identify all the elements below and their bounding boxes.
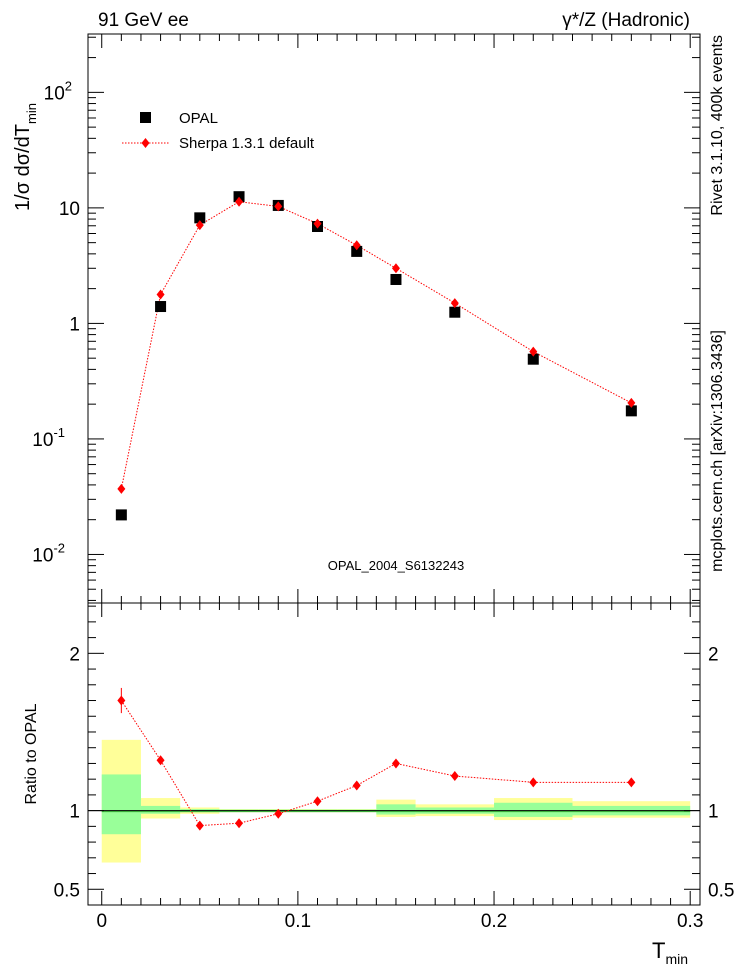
ratio-band-inner xyxy=(140,805,181,814)
main-ylabel-sub: min xyxy=(24,103,39,124)
sherpa-point xyxy=(627,397,636,408)
ratio-sherpa-point xyxy=(391,758,400,769)
xlabel-sub: min xyxy=(665,951,688,967)
main-ytick-mantissa: 10 xyxy=(32,430,53,451)
sherpa-point xyxy=(450,298,459,309)
ratio-ytick-label-left: 2 xyxy=(69,644,80,665)
ratio-sherpa-point xyxy=(313,796,322,807)
ratio-ytick-label-right: 2 xyxy=(708,644,719,665)
main-ytick-exponent: -2 xyxy=(53,540,65,555)
ratio-frame xyxy=(87,602,701,906)
ratio-sherpa-point xyxy=(235,818,244,829)
xtick-label: 0.2 xyxy=(481,911,507,932)
opal-point xyxy=(233,191,245,203)
svg-text:1/σ dσ/dTmin: 1/σ dσ/dTmin xyxy=(12,103,39,211)
sherpa-point xyxy=(313,218,322,229)
ratio-sherpa-point xyxy=(117,695,126,706)
opal-point xyxy=(351,245,363,257)
sherpa-point xyxy=(235,196,244,207)
main-ytick-label: 102 xyxy=(44,78,72,104)
ratio-sherpa-point xyxy=(627,777,636,788)
ratio-band-inner xyxy=(376,804,416,815)
ratio-band-inner xyxy=(101,774,141,835)
sherpa-point xyxy=(156,289,165,300)
main-ytick-exponent: 2 xyxy=(65,78,72,93)
opal-point xyxy=(625,405,637,417)
source-label: mcplots.cern.ch [arXiv:1306.3436] xyxy=(709,330,726,572)
sherpa-point xyxy=(274,201,283,212)
ratio-band-inner xyxy=(494,802,573,817)
main-ylabel-text: 1/σ dσ/dT xyxy=(12,124,34,211)
legend-label-sherpa: Sherpa 1.3.1 default xyxy=(179,135,315,152)
ratio-ytick-label-right: 0.5 xyxy=(708,880,734,901)
ratio-ytick-label-left: 1 xyxy=(69,802,80,823)
ratio-sherpa-point xyxy=(450,771,459,782)
ratio-sherpa-point xyxy=(529,777,538,788)
opal-point xyxy=(527,353,539,365)
xlabel: Tmin xyxy=(652,938,688,967)
header-left: 91 GeV ee xyxy=(98,10,189,31)
xtick-label: 0.3 xyxy=(677,911,703,932)
xlabel-text: T xyxy=(652,938,665,963)
ratio-ylabel: Ratio to OPAL xyxy=(23,703,40,804)
sherpa-point xyxy=(391,263,400,274)
sherpa-line xyxy=(120,201,632,489)
opal-point xyxy=(115,509,127,521)
sherpa-point xyxy=(195,220,204,231)
rivet-version-label: Rivet 3.1.10, 400k events xyxy=(709,35,726,216)
opal-point xyxy=(155,301,167,313)
main-ytick-label: 10 xyxy=(59,199,80,220)
header-right: γ*/Z (Hadronic) xyxy=(562,10,690,31)
sherpa-point xyxy=(352,240,361,251)
main-ytick-label: 10-2 xyxy=(32,540,65,566)
ratio-sherpa-point xyxy=(156,755,165,766)
ratio-sherpa-point xyxy=(195,820,204,831)
main-ytick-mantissa: 10 xyxy=(44,83,65,104)
legend-label-opal: OPAL xyxy=(179,110,218,127)
ratio-sherpa-point xyxy=(352,780,361,791)
ratio-ytick-label-right: 1 xyxy=(708,802,719,823)
xtick-label: 0.1 xyxy=(285,911,311,932)
ratio-sherpa-line xyxy=(120,700,632,827)
main-ytick-label: 10-1 xyxy=(32,425,65,451)
opal-point xyxy=(194,212,206,224)
analysis-id-label: OPAL_2004_S6132243 xyxy=(328,558,464,573)
ratio-ytick-label-left: 0.5 xyxy=(54,880,80,901)
ratio-sherpa-point xyxy=(274,808,283,819)
main-ytick-label: 1 xyxy=(69,314,80,335)
sherpa-point xyxy=(529,346,538,357)
legend: OPAL Sherpa 1.3.1 default xyxy=(122,110,315,152)
ratio-plot: 0.5 0.5 1 1 2 2 0 0.1 0.2 0.3 xyxy=(54,602,734,932)
main-ytick-exponent: -1 xyxy=(53,425,65,440)
opal-point xyxy=(449,306,461,318)
main-ylabel: 1/σ dσ/dTmin xyxy=(12,103,39,211)
main-ytick-mantissa: 10 xyxy=(32,545,53,566)
sherpa-point xyxy=(117,483,126,494)
opal-point xyxy=(390,273,402,285)
legend-marker-sherpa xyxy=(141,138,150,148)
legend-marker-opal xyxy=(140,112,151,123)
xtick-label: 0 xyxy=(96,911,107,932)
